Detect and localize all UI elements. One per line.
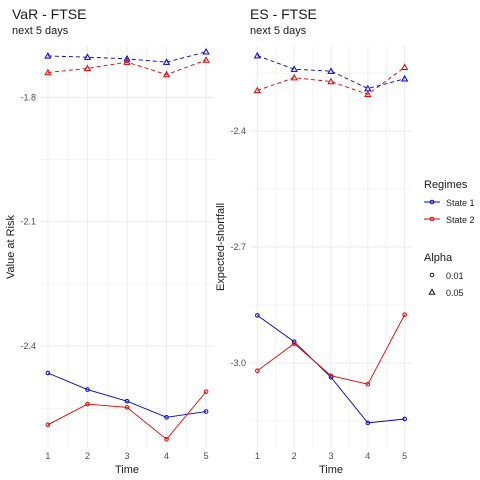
panel2-title: ES - FTSE <box>250 6 317 22</box>
panel1-series-point <box>85 387 90 392</box>
panel1-x-tick-label: 2 <box>85 451 90 461</box>
panel1-series-point <box>203 389 209 394</box>
panel1-x-tick-label: 3 <box>124 451 129 461</box>
panel2-series-point <box>290 65 298 72</box>
legend-regime-label: State 1 <box>446 198 475 208</box>
panel2-series-point <box>365 420 371 426</box>
panel1-series-point <box>162 58 171 65</box>
panel2-x-tick-label: 3 <box>328 451 333 461</box>
panel1-x-tick-label: 4 <box>164 451 169 461</box>
panel2-series-point <box>400 75 409 82</box>
panel2-series-point <box>402 416 407 422</box>
panel2-series-point <box>365 381 371 387</box>
panel1-series-point <box>124 405 130 410</box>
panel1-series-line <box>47 59 207 76</box>
panel2-series-point <box>291 341 297 346</box>
panel1-series-point <box>202 47 210 55</box>
panel1-series-point <box>123 58 131 65</box>
legend-alpha-key-point <box>429 272 435 278</box>
panel2-series-point <box>290 73 298 81</box>
legend-alpha-title: Alpha <box>424 252 453 264</box>
panel2-x-axis-title: Time <box>319 464 343 476</box>
panel2-x-tick-label: 5 <box>402 451 407 461</box>
panel1-series-point <box>203 409 209 414</box>
panel2-y-tick-label: -2.7 <box>230 242 246 252</box>
panel2-subtitle: next 5 days <box>250 25 307 37</box>
panel1-series-point <box>44 52 52 59</box>
panel2-series-line <box>257 314 406 385</box>
panel1-series-point <box>162 70 171 78</box>
panel1-series-point <box>164 415 169 420</box>
panel2-series-point <box>328 373 334 379</box>
panel1-subtitle: next 5 days <box>12 25 69 37</box>
panel2-series-point <box>327 77 335 85</box>
panel1-series-line <box>47 372 207 418</box>
panel1-x-axis-title: Time <box>115 464 139 476</box>
panel2-x-tick-label: 1 <box>255 451 260 461</box>
legend-regimes-title: Regimes <box>424 179 468 191</box>
panel1-series-point <box>83 53 92 60</box>
legend-regime-key-point <box>429 216 435 222</box>
panel2-series-point <box>364 90 372 98</box>
panel1-series-point <box>44 68 52 76</box>
panel1-series-point <box>123 55 131 62</box>
panel1-series-point <box>85 401 90 407</box>
panel2-y-tick-label: -3.0 <box>230 358 246 368</box>
panel1-series-point <box>124 398 130 404</box>
panel2-series-point <box>327 67 335 74</box>
legend-alpha-key-point <box>428 288 436 295</box>
panel1-series-point <box>45 422 51 428</box>
panel2-x-tick-label: 2 <box>292 451 297 461</box>
panel2-series-line <box>257 55 405 89</box>
panel2-series-point <box>255 313 260 318</box>
panel1-series-point <box>45 370 51 376</box>
panel2-y-axis-title: Expected-shortfall <box>215 203 227 291</box>
panel1-title: VaR - FTSE <box>12 6 87 22</box>
panel2-series-point <box>402 312 407 317</box>
panel1-series-line <box>47 391 207 440</box>
panel1-series-point <box>164 436 169 442</box>
panel2-series-point <box>400 63 409 70</box>
panel2-series-point <box>253 51 262 59</box>
panel2-series-point <box>253 86 262 94</box>
panel1-x-tick-label: 5 <box>204 451 209 461</box>
legend-regime-key-point <box>429 199 435 205</box>
panel1-x-tick-label: 1 <box>45 451 50 461</box>
panel1-series-point <box>202 56 210 63</box>
legend-alpha-label: 0.01 <box>446 271 464 281</box>
panel2-y-tick-label: -2.4 <box>230 126 246 136</box>
legend-regime-label: State 2 <box>446 215 475 225</box>
panel1-y-tick-label: -2.4 <box>20 341 36 351</box>
panel1-series-point <box>83 64 92 72</box>
legend-alpha-label: 0.05 <box>446 288 464 298</box>
panel1-y-axis-title: Value at Risk <box>5 215 17 279</box>
panel2-series-point <box>255 368 260 373</box>
panel2-x-tick-label: 4 <box>365 451 370 461</box>
panel1-y-tick-label: -2.1 <box>20 217 36 227</box>
panel1-y-tick-label: -1.8 <box>20 92 36 102</box>
